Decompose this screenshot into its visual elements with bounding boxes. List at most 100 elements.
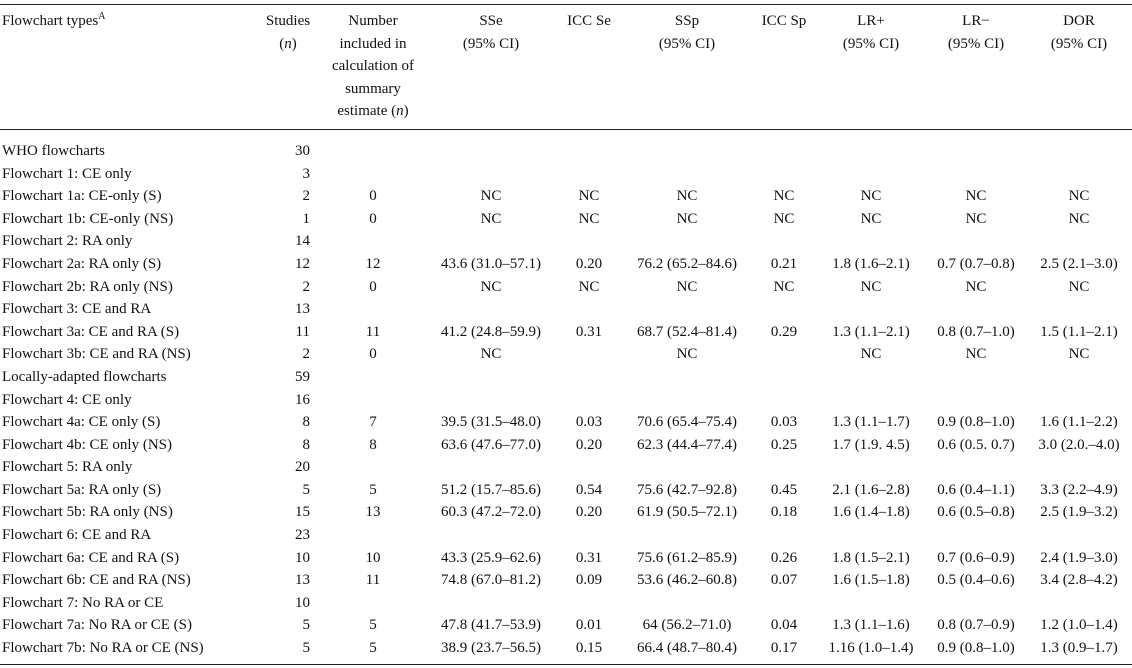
table-cell: NC [860, 210, 882, 227]
table-cell: 41.2 (24.8–59.9) [441, 323, 541, 340]
row-label: Flowchart 3b: CE and RA (NS) [2, 346, 191, 363]
header-line: (95% CI) [658, 35, 716, 52]
table-cell: 0.9 (0.8–1.0) [937, 640, 1015, 657]
table-cell: 0.7 (0.7–0.8) [937, 255, 1015, 272]
table-cell: 30 [295, 142, 310, 159]
table-row: Flowchart 2b: RA only (NS) 2 0 NC NC NC NC NC NC… [0, 276, 1132, 299]
header-line: calculation of [331, 58, 415, 75]
header-lr-minus: LR− (95% CI) [926, 4, 1026, 130]
table-row: Flowchart 1b: CE-only (NS) 1 0 NC NC NC NC NC NC… [0, 208, 1132, 231]
table-cell [426, 366, 556, 389]
table-cell: 70.6 (65.4–75.4) [637, 414, 737, 431]
table-cell [426, 389, 556, 412]
table-row: Flowchart 3: CE and RA 13 [0, 298, 1132, 321]
row-label: Flowchart 2a: RA only (S) [2, 255, 162, 272]
row-label: Flowchart 5: RA only [2, 459, 133, 476]
table-cell: 3.3 (2.2–4.9) [1040, 481, 1118, 498]
table-cell: NC [578, 278, 600, 295]
table-cell [320, 230, 426, 253]
table-header-row: Flowchart typesA Studies (n) Number included… [0, 4, 1132, 130]
row-label: Flowchart 4b: CE only (NS) [2, 436, 172, 453]
table-cell [816, 230, 926, 253]
table-row: WHO flowcharts 30 [0, 129, 1132, 162]
table-cell: 0.9 (0.8–1.0) [937, 414, 1015, 431]
table-cell [556, 366, 622, 389]
table-cell [622, 592, 752, 615]
table-cell: 0 [369, 346, 377, 363]
table-body: WHO flowcharts 30 Flowchart 1: CE only 3 Flo… [0, 129, 1132, 664]
table-cell [556, 163, 622, 186]
table-cell: 0.21 [770, 255, 798, 272]
table-cell: 11 [365, 323, 381, 340]
row-label: Locally-adapted flowcharts [2, 368, 167, 385]
header-line: (95% CI) [947, 35, 1005, 52]
table-cell: NC [1068, 188, 1090, 205]
table-cell: NC [1068, 278, 1090, 295]
table-cell: 0.04 [770, 617, 798, 634]
table-row: Flowchart 6a: CE and RA (S) 10 10 43.3 (25.… [0, 547, 1132, 570]
table-cell: 0.5 (0.4–0.6) [937, 572, 1015, 589]
table-cell: 3.0 (2.0.–4.0) [1038, 436, 1120, 453]
header-line: (95% CI) [462, 35, 520, 52]
table-row: Flowchart 4a: CE only (S) 8 7 39.5 (31.5–48… [0, 411, 1132, 434]
row-label: Flowchart 6b: CE and RA (NS) [2, 572, 191, 589]
table-cell: 1.6 (1.4–1.8) [832, 504, 910, 521]
header-line: (95% CI) [842, 35, 900, 52]
table-cell: 10 [295, 594, 310, 611]
table-cell [622, 298, 752, 321]
table-cell: 0.17 [770, 640, 798, 657]
header-line: Flowchart types [2, 13, 99, 29]
table-cell: NC [860, 278, 882, 295]
table-cell: 0.20 [575, 504, 603, 521]
table-cell: NC [480, 188, 502, 205]
table-cell [752, 343, 816, 366]
table-cell [816, 389, 926, 412]
header-lr-plus: LR+ (95% CI) [816, 4, 926, 130]
table-cell: 0.07 [770, 572, 798, 589]
header-flowchart-types: Flowchart typesA [0, 4, 256, 130]
table-cell: 0 [369, 210, 377, 227]
table-cell: 59 [295, 368, 310, 385]
row-label: Flowchart 5b: RA only (NS) [2, 504, 173, 521]
table-cell: 5 [302, 481, 311, 498]
table-cell [752, 456, 816, 479]
table-cell: 13 [295, 301, 310, 318]
table-cell [622, 524, 752, 547]
table-cell [1026, 389, 1132, 412]
table-cell: 60.3 (47.2–72.0) [441, 504, 541, 521]
table-cell [816, 592, 926, 615]
table-cell: NC [676, 346, 698, 363]
table-row: Flowchart 3b: CE and RA (NS) 2 0 NC NC NC NC NC [0, 343, 1132, 366]
table-cell [1026, 298, 1132, 321]
table-cell: 5 [369, 640, 377, 657]
table-cell [926, 389, 1026, 412]
table-cell [426, 230, 556, 253]
table-cell [556, 230, 622, 253]
table-cell: 1.5 (1.1–2.1) [1040, 323, 1118, 340]
table-cell: 8 [302, 436, 311, 453]
table-cell: 0.7 (0.6–0.9) [937, 549, 1015, 566]
table-row: Flowchart 2a: RA only (S) 12 12 43.6 (31.0–… [0, 253, 1132, 276]
table-cell [816, 298, 926, 321]
table-cell: 10 [365, 549, 381, 566]
table-cell: 23 [295, 527, 310, 544]
table-cell: 51.2 (15.7–85.6) [441, 481, 541, 498]
table-cell: 0.31 [575, 549, 603, 566]
row-label: Flowchart 1b: CE-only (NS) [2, 210, 174, 227]
table-cell: 43.6 (31.0–57.1) [441, 255, 541, 272]
table-cell: 76.2 (65.2–84.6) [637, 255, 737, 272]
table-row: Flowchart 1: CE only 3 [0, 163, 1132, 186]
table-cell: 7 [369, 414, 377, 431]
table-cell: 68.7 (52.4–81.4) [637, 323, 737, 340]
table-cell: 15 [295, 504, 310, 521]
table-cell [320, 524, 426, 547]
table-cell: 0.6 (0.5–0.8) [937, 504, 1015, 521]
table-cell: 1 [302, 210, 311, 227]
table-cell [320, 129, 426, 162]
table-cell [622, 389, 752, 412]
row-label: Flowchart 2: RA only [2, 233, 133, 250]
table-cell [320, 389, 426, 412]
table-cell: 1.6 (1.5–1.8) [832, 572, 910, 589]
row-label: Flowchart 3: CE and RA [2, 301, 152, 318]
table-row: Locally-adapted flowcharts 59 [0, 366, 1132, 389]
